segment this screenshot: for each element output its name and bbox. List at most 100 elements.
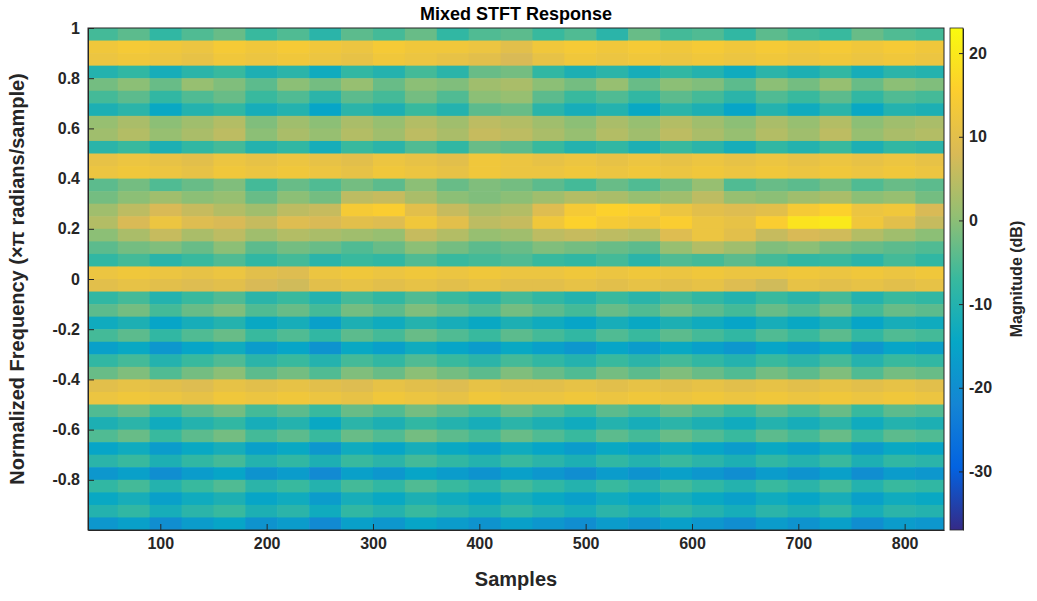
heatmap-cell	[405, 216, 438, 229]
heatmap-cell	[788, 204, 821, 217]
heatmap-cell	[118, 91, 151, 104]
heatmap-cell	[88, 467, 118, 480]
heatmap-cell	[692, 66, 725, 79]
heatmap-cell	[213, 78, 246, 91]
heatmap-cell	[118, 116, 151, 129]
tick-mark	[692, 524, 693, 530]
heatmap-cell	[692, 367, 725, 380]
heatmap-cell	[88, 116, 118, 129]
tick: -30	[959, 463, 992, 480]
heatmap-cell	[341, 304, 374, 317]
heatmap-cell	[851, 254, 884, 267]
heatmap-cell	[724, 517, 757, 530]
heatmap-cell	[692, 480, 725, 493]
heatmap-cell	[373, 28, 406, 41]
heatmap-cell	[437, 179, 470, 192]
heatmap-cell	[660, 304, 693, 317]
heatmap-cell	[88, 492, 118, 505]
heatmap-cell	[341, 179, 374, 192]
heatmap-cell	[596, 279, 629, 292]
tick-mark	[479, 524, 480, 530]
heatmap-cell	[788, 342, 821, 355]
heatmap-cell	[341, 367, 374, 380]
heatmap-cell	[245, 379, 278, 392]
heatmap-cell	[660, 455, 693, 468]
heatmap-cell	[437, 78, 470, 91]
heatmap-cell	[820, 279, 853, 292]
heatmap-cell	[118, 367, 151, 380]
heatmap-cell	[88, 229, 118, 242]
heatmap-cell	[118, 379, 151, 392]
heatmap-cell	[596, 128, 629, 141]
tick-mark	[959, 388, 963, 389]
plot-frame	[88, 28, 944, 530]
heatmap-cell	[564, 367, 597, 380]
heatmap-cell	[245, 66, 278, 79]
heatmap-cell	[788, 304, 821, 317]
heatmap-cell	[851, 229, 884, 242]
heatmap-cell	[883, 329, 916, 342]
heatmap-cell	[788, 216, 821, 229]
heatmap-cell	[724, 329, 757, 342]
heatmap-cell	[437, 279, 470, 292]
heatmap-cell	[628, 517, 661, 530]
heatmap-cell	[820, 379, 853, 392]
heatmap-cell	[660, 430, 693, 443]
heatmap-cell	[245, 216, 278, 229]
heatmap-cell	[851, 266, 884, 279]
heatmap-cell	[182, 141, 215, 154]
heatmap-cell	[118, 103, 151, 116]
heatmap-cell	[756, 166, 789, 179]
heatmap-cell	[628, 455, 661, 468]
colorbar-axis: -30-20-1001020	[959, 29, 992, 531]
heatmap-cell	[628, 91, 661, 104]
heatmap-cell	[756, 392, 789, 405]
heatmap-cell	[373, 154, 406, 167]
heatmap-cell	[341, 392, 374, 405]
heatmap-cell	[277, 241, 310, 254]
heatmap-cell	[532, 241, 565, 254]
heatmap-cell	[405, 492, 438, 505]
heatmap-cell	[341, 254, 374, 267]
heatmap-cell	[596, 103, 629, 116]
heatmap-cell	[245, 154, 278, 167]
heatmap-cell	[724, 128, 757, 141]
heatmap-cell	[245, 179, 278, 192]
heatmap-cell	[660, 66, 693, 79]
heatmap-cell	[788, 128, 821, 141]
heatmap-cell	[532, 304, 565, 317]
heatmap-cell	[405, 342, 438, 355]
heatmap-cell	[373, 78, 406, 91]
heatmap-cell	[532, 66, 565, 79]
heatmap-cell	[373, 279, 406, 292]
heatmap-cell	[724, 266, 757, 279]
heatmap-cell	[628, 229, 661, 242]
heatmap-cell	[756, 405, 789, 418]
heatmap-cell	[469, 266, 502, 279]
heatmap-cell	[564, 266, 597, 279]
heatmap-cell	[373, 41, 406, 54]
heatmap-cell	[341, 141, 374, 154]
heatmap-cell	[883, 116, 916, 129]
heatmap-cell	[150, 41, 183, 54]
heatmap-cell	[883, 342, 916, 355]
heatmap-cell	[373, 467, 406, 480]
heatmap-cell	[405, 41, 438, 54]
heatmap-cell	[788, 517, 821, 530]
tick-mark	[88, 379, 94, 380]
heatmap-cell	[596, 342, 629, 355]
heatmap-cell	[915, 254, 944, 267]
heatmap-cell	[756, 430, 789, 443]
heatmap-cell	[756, 492, 789, 505]
heatmap-cell	[88, 28, 118, 41]
heatmap-cell	[118, 392, 151, 405]
heatmap-cell	[150, 191, 183, 204]
heatmap-cell	[277, 53, 310, 66]
heatmap-cell	[118, 254, 151, 267]
heatmap-cell	[820, 480, 853, 493]
heatmap-cell	[532, 379, 565, 392]
heatmap-cell	[788, 191, 821, 204]
heatmap-cell	[501, 430, 534, 443]
heatmap-cell	[820, 266, 853, 279]
heatmap-cell	[724, 116, 757, 129]
